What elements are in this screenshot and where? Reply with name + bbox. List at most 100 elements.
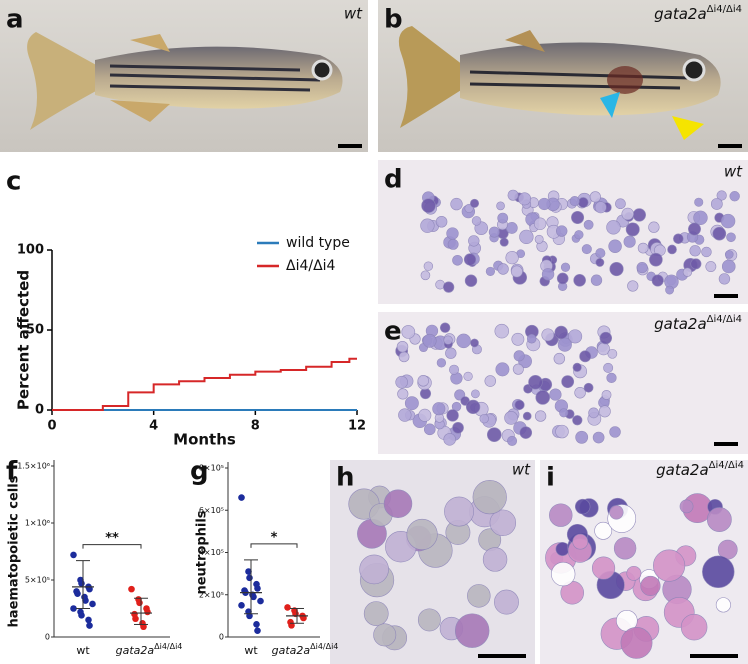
cell: [452, 421, 464, 434]
cell: [595, 248, 606, 259]
scale-bar: [478, 654, 526, 658]
charts: 0 50 100 0 4 8 12 Percent affected Months wild ty…: [7, 235, 367, 657]
cell: [421, 198, 436, 213]
cell: [482, 547, 508, 572]
cell: [439, 322, 451, 333]
y-tick-label: 1×10⁶: [25, 519, 50, 528]
cell: [608, 239, 622, 253]
cell: [383, 489, 413, 518]
dot: [132, 615, 139, 623]
cell: [541, 328, 555, 342]
cell: [729, 191, 740, 202]
genotype: wt: [724, 163, 743, 181]
dot: [238, 494, 245, 501]
dot: [78, 580, 85, 587]
cell: [606, 220, 621, 235]
cell: [590, 274, 603, 286]
cell: [673, 233, 684, 244]
cell: [454, 613, 490, 648]
cell: [465, 399, 481, 415]
cell: [443, 433, 456, 446]
cell: [507, 189, 519, 201]
dot: [136, 599, 143, 607]
cell: [571, 210, 585, 224]
panel-letter: c: [6, 167, 21, 197]
cell: [560, 262, 571, 272]
significance-bracket: [82, 544, 142, 549]
y-tick-label: 0: [35, 403, 44, 418]
y-axis-label: haematopoietic cells: [7, 475, 22, 627]
cell: [447, 238, 459, 250]
y-tick-label: 6×10⁵: [199, 506, 224, 515]
dot: [78, 612, 85, 619]
cell: [693, 210, 708, 225]
cell: [417, 375, 430, 387]
gene: gata2a: [654, 5, 707, 23]
cell: [468, 235, 480, 247]
cell: [484, 375, 497, 387]
cell: [680, 613, 708, 641]
dot: [246, 574, 253, 582]
genotype: gata2aΔi4/Δi4: [654, 314, 742, 333]
cell: [471, 216, 482, 226]
dot: [82, 597, 89, 604]
y-tick-label: 50: [26, 323, 44, 338]
cell: [621, 207, 634, 221]
dot: [254, 627, 261, 634]
dot: [238, 602, 245, 609]
cell: [538, 197, 551, 211]
cell: [595, 258, 605, 267]
allele: Δi4/Δi4: [310, 642, 338, 651]
cell: [510, 265, 523, 278]
cell: [609, 261, 624, 277]
dot: [284, 604, 291, 611]
cell: [609, 505, 624, 520]
category: wt: [76, 644, 90, 657]
cell: [512, 363, 524, 375]
cell: [497, 212, 509, 224]
cell: [613, 537, 637, 560]
y-tick-label: 4×10⁵: [199, 548, 224, 557]
panel-letter: d: [384, 165, 403, 195]
cell: [359, 554, 389, 585]
allele: Δi4/Δi4: [709, 460, 744, 471]
cell: [450, 197, 463, 211]
cell: [534, 234, 544, 244]
cell: [396, 340, 409, 353]
cell: [534, 410, 547, 422]
cell: [583, 382, 594, 393]
cell: [395, 375, 408, 389]
cell: [594, 201, 607, 214]
cell: [463, 371, 473, 382]
cell: [422, 333, 437, 348]
cell: [606, 372, 617, 383]
panel-letter: g: [190, 457, 209, 487]
cell: [443, 335, 453, 345]
legend-label: wild type: [286, 235, 350, 251]
cell: [436, 358, 447, 368]
cell: [541, 268, 555, 281]
cell: [446, 227, 459, 240]
cell: [420, 218, 435, 233]
dot: [86, 585, 93, 593]
cell: [420, 270, 431, 281]
cell: [682, 267, 693, 277]
cell: [557, 337, 572, 352]
dot: [85, 616, 92, 624]
x-tick-label: wt: [76, 644, 90, 657]
allele: Δi4/Δi4: [707, 4, 742, 15]
cells: [348, 189, 740, 659]
cell: [519, 229, 534, 245]
y-tick-label: 8×10⁵: [199, 464, 224, 473]
dot: [253, 621, 260, 628]
cell: [505, 250, 519, 265]
cell: [575, 430, 589, 444]
cell: [373, 623, 397, 647]
photo-mutant-fish: [378, 0, 748, 152]
cell: [701, 246, 712, 258]
cell: [398, 351, 410, 363]
cell: [636, 262, 648, 274]
photo-wt-fish: [0, 0, 368, 152]
scale-bar: [690, 654, 738, 658]
